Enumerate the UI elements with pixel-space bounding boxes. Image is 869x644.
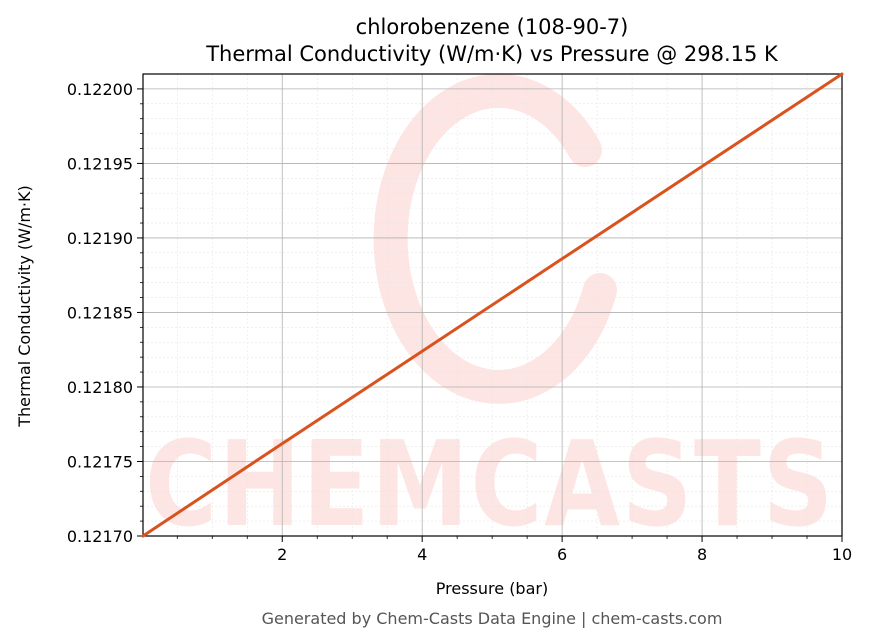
y-tick-label: 0.12180 [67, 378, 133, 397]
minor-grid [143, 74, 842, 536]
x-tick-label: 10 [832, 545, 852, 564]
y-tick-label: 0.12175 [67, 452, 133, 471]
y-axis-label: Thermal Conductivity (W/m·K) [15, 185, 34, 428]
watermark-text: CHEMCASTS [145, 415, 835, 553]
y-tick-label: 0.12190 [67, 229, 133, 248]
y-tick-label: 0.12195 [67, 154, 133, 173]
chart-title: chlorobenzene (108-90-7) [356, 15, 629, 39]
series-layer [141, 72, 844, 538]
footer-credit: Generated by Chem-Casts Data Engine | ch… [262, 609, 723, 628]
y-axis: 0.12170 0.12175 0.12180 0.12185 0.12190 0.121… [67, 80, 143, 546]
y-tick-label: 0.12185 [67, 303, 133, 322]
x-tick-label: 4 [417, 545, 427, 564]
y-tick-label: 0.12200 [67, 80, 133, 99]
watermark-logo-icon [373, 73, 617, 404]
series-line [141, 72, 844, 538]
chart-subtitle: Thermal Conductivity (W/m·K) vs Pressure… [205, 42, 779, 66]
x-tick-label: 8 [697, 545, 707, 564]
x-axis-label: Pressure (bar) [436, 579, 548, 598]
x-tick-label: 6 [557, 545, 567, 564]
x-axis: 2 4 6 8 10 [176, 536, 852, 564]
x-tick-label: 2 [277, 545, 287, 564]
y-tick-label: 0.12170 [67, 527, 133, 546]
watermark: CHEMCASTS [145, 73, 835, 553]
major-grid [143, 74, 842, 536]
